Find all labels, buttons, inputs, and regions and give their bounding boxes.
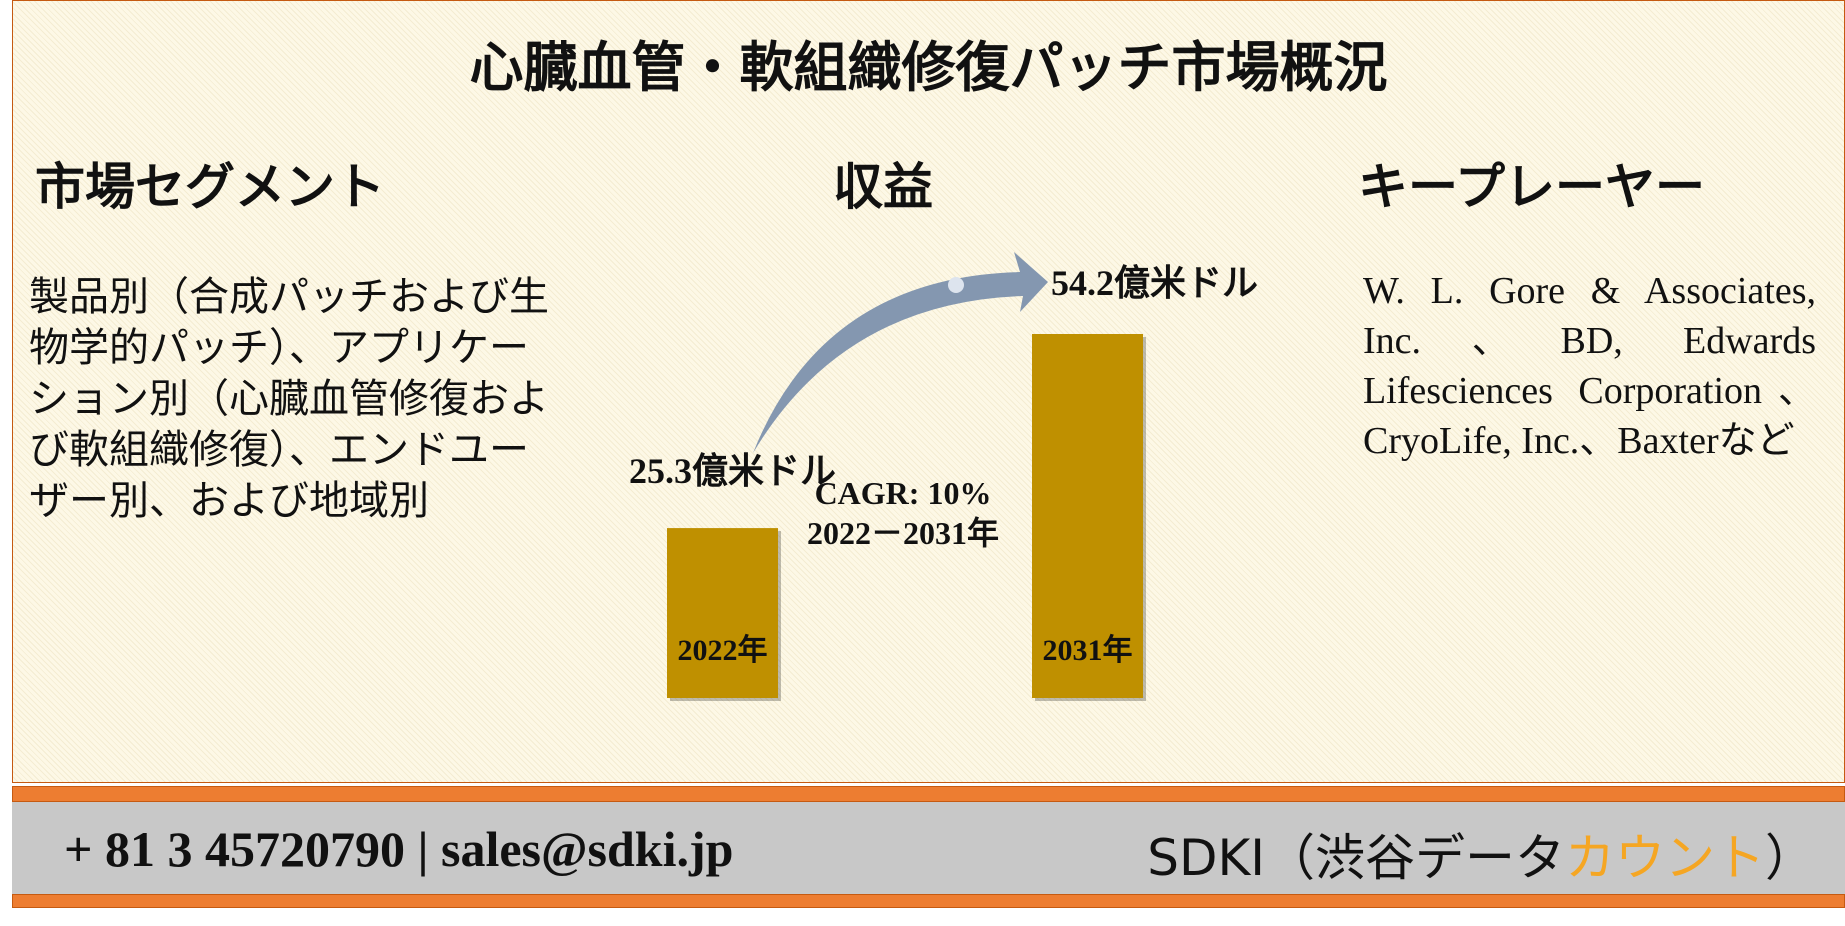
bar	[667, 528, 778, 698]
annotation: CAGR: 10%	[815, 475, 992, 511]
brand: SDKI（渋谷データカウント）	[1147, 818, 1815, 890]
value-label: 25.3億米ドル	[629, 451, 836, 491]
brand-accent: カウント	[1565, 829, 1765, 887]
bar	[1032, 334, 1143, 698]
arrow-dot	[948, 277, 964, 293]
annotation: 2022－2031年	[807, 515, 999, 551]
bar-category: 2031年	[1043, 634, 1133, 667]
footer-stripe	[12, 894, 1845, 908]
title: 心臓血管・軟組織修復パッチ市場概況	[469, 38, 1388, 98]
revenue-heading: 収益	[833, 159, 933, 215]
footer: + 81 3 45720790 | sales@sdki.jp SDKI（渋谷デ…	[12, 802, 1845, 894]
bar-category: 2022年	[678, 634, 768, 667]
segments-heading: 市場セグメント	[35, 159, 385, 215]
brand-text: SDKI（渋谷データ	[1147, 829, 1565, 887]
brand-end: ）	[1765, 829, 1815, 887]
players-text: W. L. Gore & Associates, Inc.、BD, Edward…	[1363, 270, 1816, 462]
value-label: 54.2億米ドル	[1051, 263, 1258, 303]
growth-arrow	[753, 252, 1048, 454]
segments-text: 製品別（合成パッチおよび生物学的パッチ）、アプリケーション別（心臓血管修復および…	[29, 274, 549, 523]
revenue-chart: 2022年 2031年 25.3億米ドル 54.2億米ドル CAGR: 10% 2022－…	[629, 252, 1258, 701]
players-heading: キープレーヤー	[1358, 159, 1705, 215]
overview-panel: 心臓血管・軟組織修復パッチ市場概況 市場セグメント 収益 キープレーヤー 製品別…	[12, 0, 1845, 783]
contact: + 81 3 45720790 | sales@sdki.jp	[64, 821, 734, 877]
footer-stripe	[12, 786, 1845, 802]
